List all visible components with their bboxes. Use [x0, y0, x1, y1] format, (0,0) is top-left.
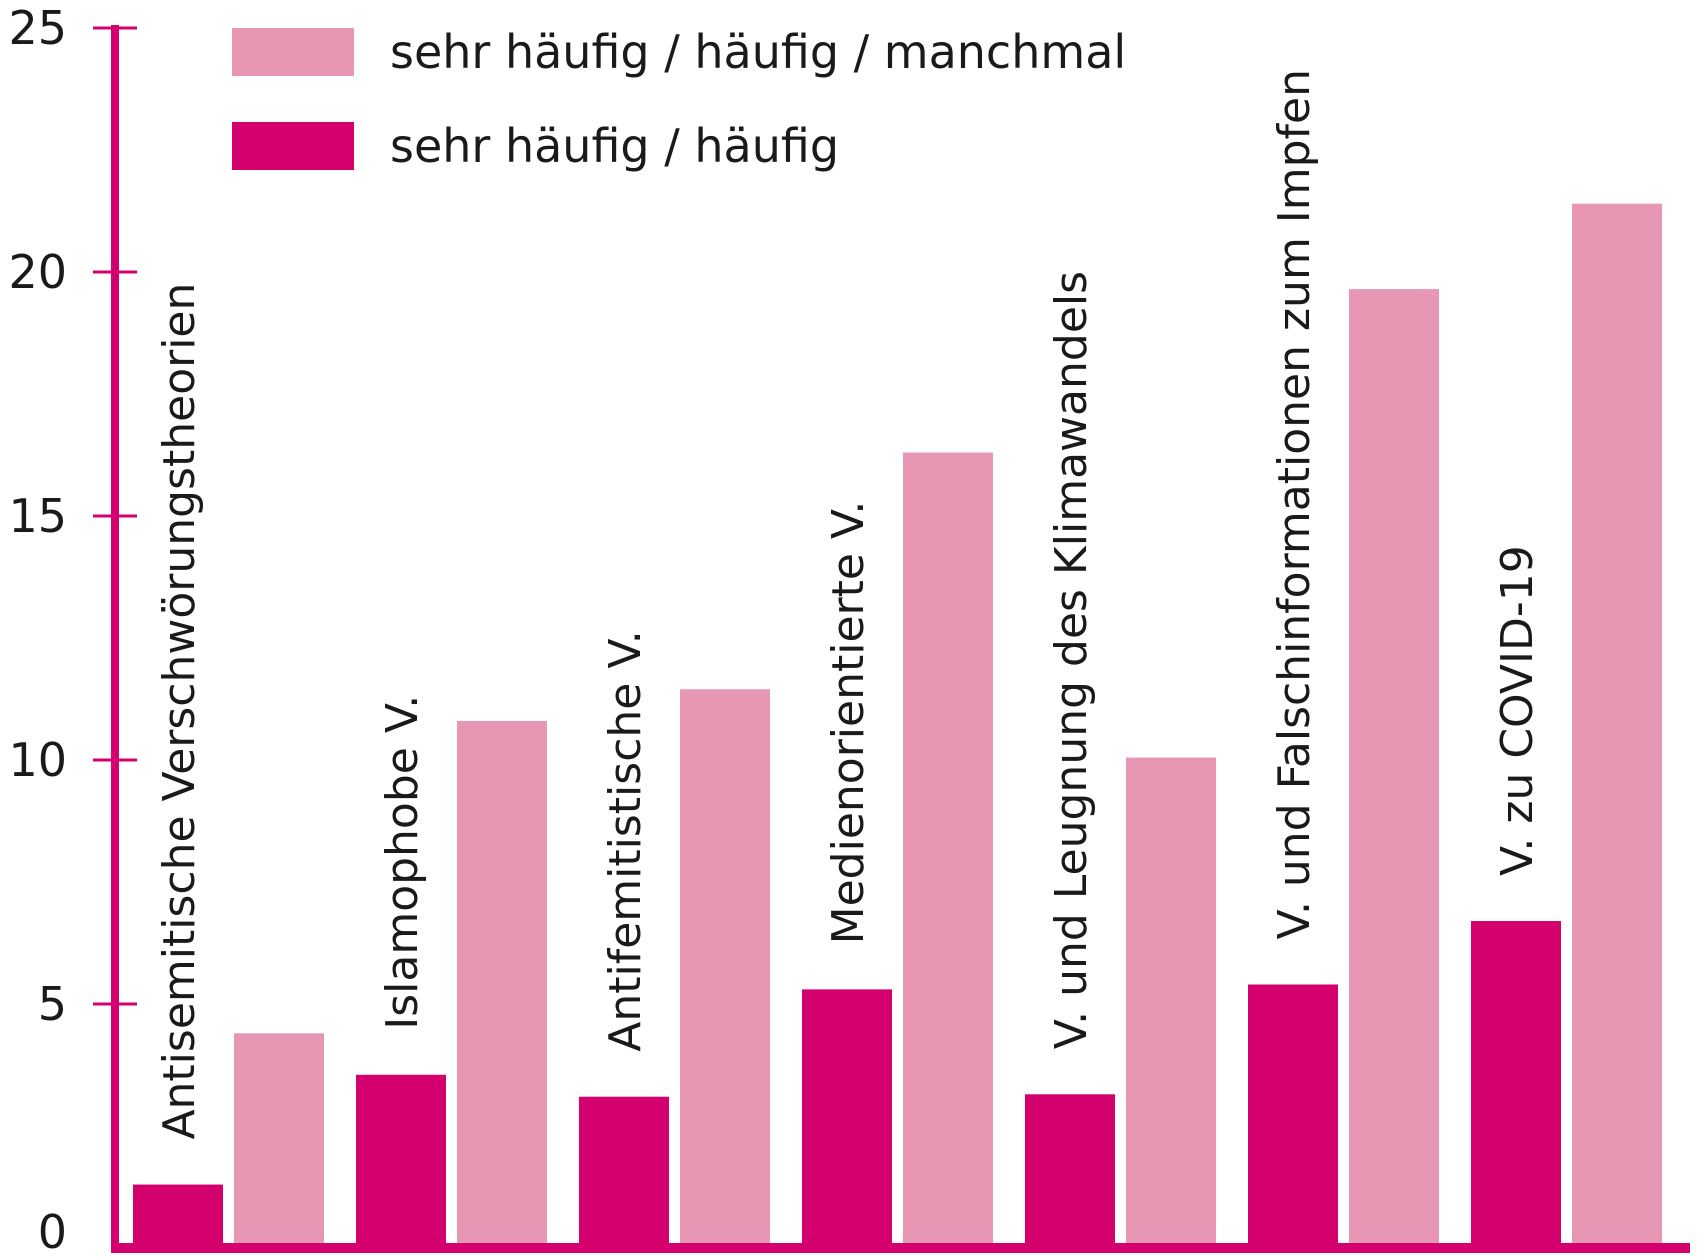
legend-swatch-1: [232, 122, 354, 170]
bar-occasional-7: [1572, 203, 1662, 1249]
bar-occasional-2: [457, 720, 547, 1248]
y-tick-label-20: 20: [8, 245, 67, 299]
bar-frequent-3: [579, 1096, 669, 1248]
category-labels-layer: Antisemitische Verschwörungstheorien Isla…: [154, 69, 1543, 1140]
bar-occasional-6: [1349, 289, 1439, 1249]
y-tick-label-25: 25: [8, 1, 67, 55]
legend: sehr häufig / häufig / manchmal sehr häuf…: [232, 25, 1126, 173]
legend-label-1: sehr häufig / häufig: [390, 119, 839, 173]
category-label-6: V. und Falschinformationen zum Impfen: [1269, 69, 1320, 939]
category-label-7: V. zu COVID-19: [1492, 545, 1543, 876]
category-label-2: Islamophobe V.: [377, 695, 428, 1030]
y-tick-label-5: 5: [38, 977, 67, 1031]
bar-occasional-1: [234, 1033, 324, 1248]
bar-frequent-6: [1248, 984, 1338, 1248]
category-label-3: Antifemitistische V.: [600, 630, 651, 1051]
bar-occasional-3: [680, 689, 770, 1248]
bar-frequent-5: [1025, 1094, 1115, 1248]
bar-occasional-4: [903, 452, 993, 1248]
bar-frequent-7: [1471, 921, 1561, 1248]
category-label-5: V. und Leugnung des Klimawandels: [1046, 271, 1097, 1049]
y-tick-label-15: 15: [8, 489, 67, 543]
bar-frequent-2: [356, 1074, 446, 1248]
bar-occasional-5: [1126, 757, 1216, 1248]
axis-layer: 0 5 10 15 20 25: [8, 1, 1690, 1258]
legend-label-2: sehr häufig / häufig / manchmal: [390, 25, 1126, 79]
bar-frequent-4: [802, 989, 892, 1248]
y-tick-label-0: 0: [38, 1205, 67, 1258]
legend-swatch-2: [232, 28, 354, 76]
y-tick-label-10: 10: [8, 733, 67, 787]
bar-frequent-1: [133, 1184, 223, 1248]
bars-layer: [133, 203, 1662, 1249]
category-label-1: Antisemitische Verschwörungstheorien: [154, 283, 205, 1140]
category-label-4: Medienorientierte V.: [823, 501, 874, 945]
